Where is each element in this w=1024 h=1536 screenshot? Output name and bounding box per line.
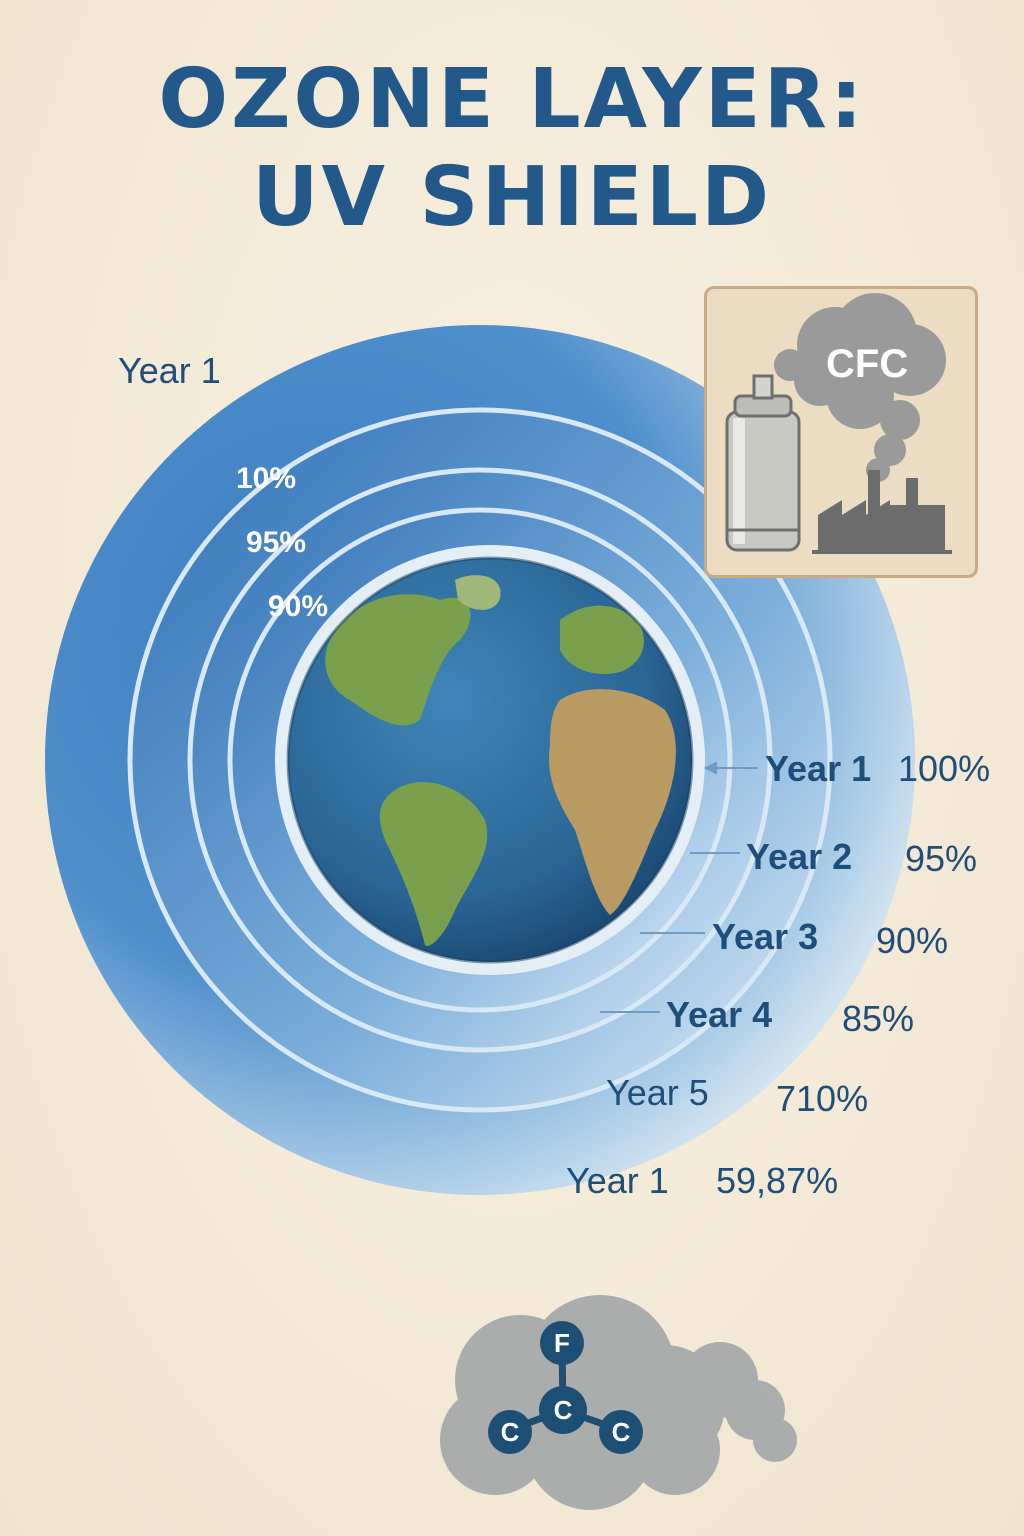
- reading-value: 90%: [876, 920, 949, 961]
- earth-globe: [286, 556, 694, 964]
- atom-f-label: F: [554, 1328, 570, 1358]
- cfc-cloud-label: CFC: [826, 342, 909, 386]
- atom-f: [540, 1321, 584, 1365]
- atom-c-center: [539, 1386, 587, 1434]
- atom-c-left-label: C: [500, 1417, 520, 1447]
- atom-c-center-label: C: [553, 1395, 573, 1425]
- continent-south-america: [379, 781, 488, 946]
- atom-c-right-label: C: [611, 1417, 631, 1447]
- cfc-molecule-cloud: [440, 1295, 797, 1510]
- atom-c-right: [599, 1410, 643, 1454]
- reading-year: Year 4: [666, 994, 773, 1035]
- label-ring-2: 95%: [246, 526, 307, 559]
- reading-year: Year 3: [712, 916, 819, 957]
- reading-value: 100%: [898, 748, 991, 789]
- atom-c-left: [488, 1410, 532, 1454]
- reading-year: Year 5: [606, 1072, 709, 1113]
- label-top-year: Year 1: [118, 350, 221, 391]
- reading-pointers: [600, 761, 758, 1013]
- continent-europe: [560, 605, 644, 674]
- reading-year: Year 1: [566, 1160, 669, 1201]
- continent-africa: [549, 689, 676, 915]
- page-title-line-1: OZONE LAYER:: [158, 52, 866, 147]
- reading-value: 59,87%: [716, 1160, 839, 1201]
- reading-year: Year 1: [765, 748, 872, 789]
- label-ring-1: 10%: [236, 462, 297, 495]
- continent-north-america: [325, 594, 471, 726]
- reading-year: Year 2: [746, 836, 853, 877]
- ring-edge-3: [187, 467, 773, 1053]
- pointer-arrow: [703, 761, 717, 775]
- reading-value: 710%: [776, 1078, 869, 1119]
- reading-value: 95%: [905, 838, 978, 879]
- ring-edge-2: [127, 407, 833, 1113]
- ring-edge-4: [227, 507, 733, 1013]
- label-ring-3: 90%: [268, 590, 329, 623]
- continent-greenland: [455, 575, 501, 610]
- reading-value: 85%: [842, 998, 915, 1039]
- page-title-line-2: UV SHIELD: [251, 150, 773, 245]
